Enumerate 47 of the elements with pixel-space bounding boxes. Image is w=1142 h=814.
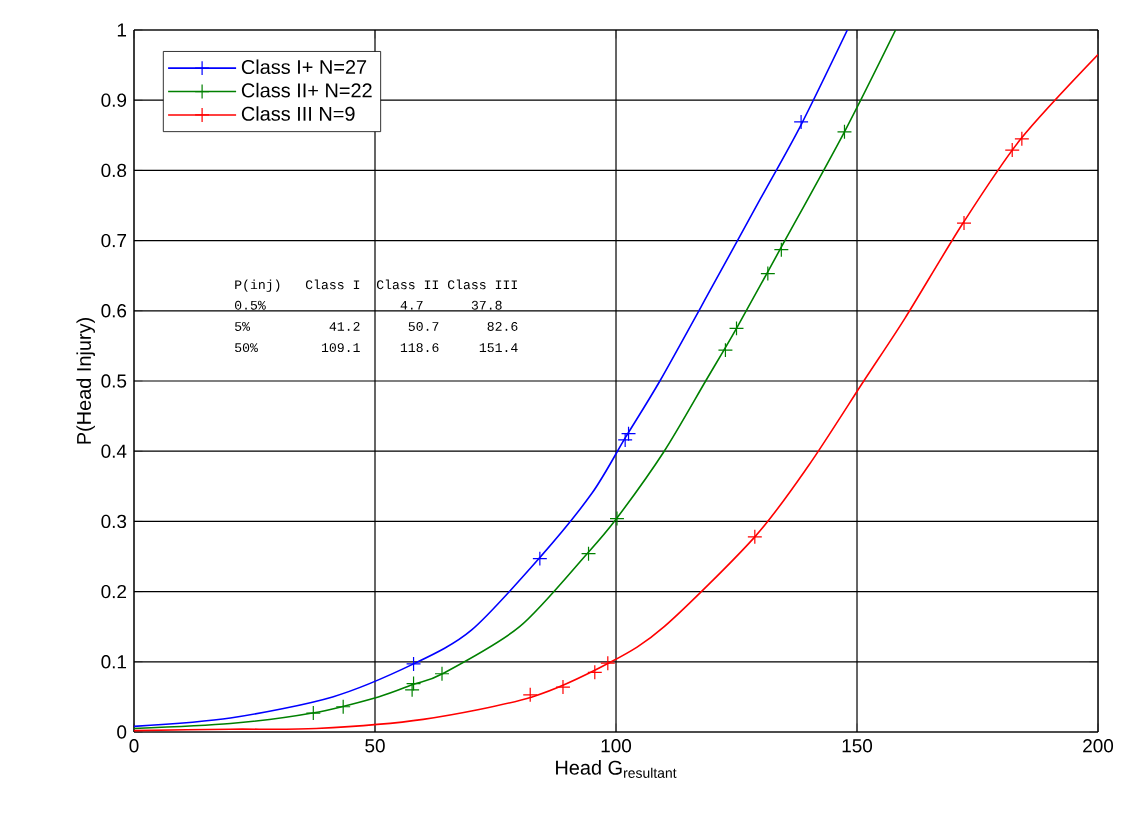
y-tick-label: 0.4 — [101, 444, 127, 458]
legend-label: Class III N=9 — [241, 106, 355, 121]
point — [305, 705, 321, 721]
point — [1014, 131, 1030, 147]
y-axis-title: P(Head Injury) — [76, 318, 95, 444]
point — [617, 432, 633, 448]
x-axis-title: $\mathrm{Head\ G}_{\mathrm{resultant}}$ — [556, 760, 677, 778]
y-tick-label: 0.6 — [101, 304, 127, 318]
x-tick-label: 200 — [1083, 739, 1114, 753]
point — [773, 242, 789, 258]
point — [555, 679, 571, 695]
point — [522, 687, 538, 703]
y-tick-label: 0.7 — [101, 233, 127, 248]
x-tick-label: 150 — [842, 739, 873, 753]
y-tick-label: 0.2 — [101, 584, 127, 599]
x-tick-label: 0 — [129, 739, 139, 753]
legend-label: Class I+ N=27 — [241, 59, 367, 75]
point — [587, 664, 603, 680]
point — [609, 511, 625, 527]
legend-label: Class II+ N=22 — [241, 82, 372, 98]
point — [580, 546, 597, 562]
x-tick-label: 50 — [365, 739, 385, 753]
point — [836, 124, 853, 140]
point — [434, 666, 450, 682]
point — [956, 215, 972, 231]
y-tick-label: 0.5 — [101, 374, 127, 388]
point — [405, 656, 422, 672]
point — [532, 551, 548, 567]
y-tick-label: 0.3 — [101, 514, 127, 529]
line-series — [134, 53, 1099, 732]
point — [793, 114, 809, 130]
point — [717, 342, 733, 358]
point — [405, 675, 422, 692]
point — [600, 655, 616, 671]
point — [335, 699, 351, 715]
y-tick-label: 0.1 — [101, 655, 127, 669]
y-tick-label: 0.9 — [101, 93, 127, 107]
y-tick-label: 0 — [117, 725, 127, 739]
point — [620, 426, 637, 442]
y-tick-label: 1 — [117, 23, 127, 37]
point — [728, 320, 745, 336]
x-tick-label: 100 — [601, 739, 632, 753]
point — [760, 266, 776, 282]
point — [1004, 142, 1020, 158]
point — [404, 682, 420, 698]
point — [747, 529, 763, 545]
y-tick-label: 0.8 — [101, 163, 127, 178]
